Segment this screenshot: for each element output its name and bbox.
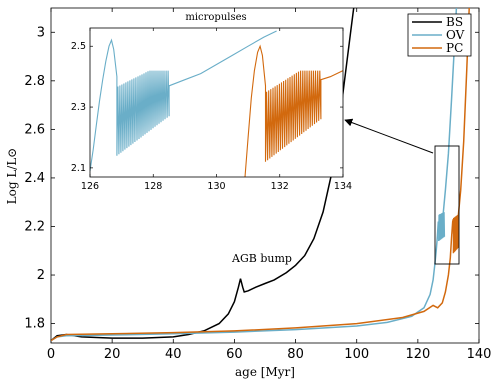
x-axis-label: age [Myr] [235, 365, 295, 379]
inset-y-tick-label: 2.1 [71, 163, 86, 174]
y-tick-label: 2.2 [24, 219, 45, 234]
y-tick-label: 1.8 [24, 317, 45, 332]
inset-x-tick-label: 134 [334, 181, 352, 192]
inset-axes: 126 128 130 132 134 2.1 2.3 2.5 micropulses [71, 12, 352, 192]
y-axis-label: Log L/L⊙ [5, 148, 19, 205]
inset-tick-group: 126 128 130 132 134 2.1 2.3 2.5 [71, 28, 352, 192]
y-tick-label: 3 [37, 25, 45, 40]
inset-y-tick-label: 2.3 [71, 102, 86, 113]
main-axes: 0 20 40 60 80 100 120 140 1.8 2 2.2 2.4 2.6 2.8 3 age … [5, 7, 491, 379]
main-tick-group: 0 20 40 60 80 100 120 140 1.8 2 2.2 2.4 2.6 2.8 3 [24, 8, 491, 362]
x-tick-label: 120 [405, 347, 430, 362]
y-tick-label: 2.8 [24, 74, 45, 89]
main-series-group [51, 8, 470, 342]
legend: BS OV PC [407, 13, 472, 57]
x-tick-label: 0 [47, 347, 55, 362]
x-tick-label: 40 [165, 347, 182, 362]
x-tick-label: 60 [226, 347, 243, 362]
legend-label-bs: BS [446, 15, 463, 29]
zoom-arrow [344, 118, 434, 154]
inset-x-tick-label: 130 [207, 181, 225, 192]
zoom-region-box [434, 145, 460, 265]
x-tick-label: 100 [344, 347, 369, 362]
main-plot-frame [50, 7, 480, 344]
pulse-band-pc [452, 214, 460, 254]
x-tick-label: 140 [467, 347, 491, 362]
inset-title: micropulses [185, 12, 246, 23]
x-tick-label: 20 [104, 347, 121, 362]
inset-series-group [90, 30, 343, 177]
series-line-bs [51, 8, 355, 342]
agb-bump-annotation: AGB bump [231, 252, 292, 265]
inset-series-line-ov [90, 30, 277, 171]
y-tick-label: 2.6 [24, 122, 45, 137]
legend-label-ov: OV [446, 28, 465, 42]
series-line-ov [51, 8, 458, 342]
inset-series-line-pc [244, 44, 343, 177]
pulse-band-ov [438, 212, 446, 242]
y-tick-label: 2.4 [24, 171, 45, 186]
legend-label-pc: PC [446, 41, 463, 55]
inset-x-tick-label: 126 [81, 181, 99, 192]
x-tick-label: 80 [287, 347, 304, 362]
inset-y-tick-label: 2.5 [71, 41, 86, 52]
inset-x-tick-label: 128 [144, 181, 162, 192]
y-tick-label: 2 [37, 268, 45, 283]
inset-x-tick-label: 132 [271, 181, 289, 192]
